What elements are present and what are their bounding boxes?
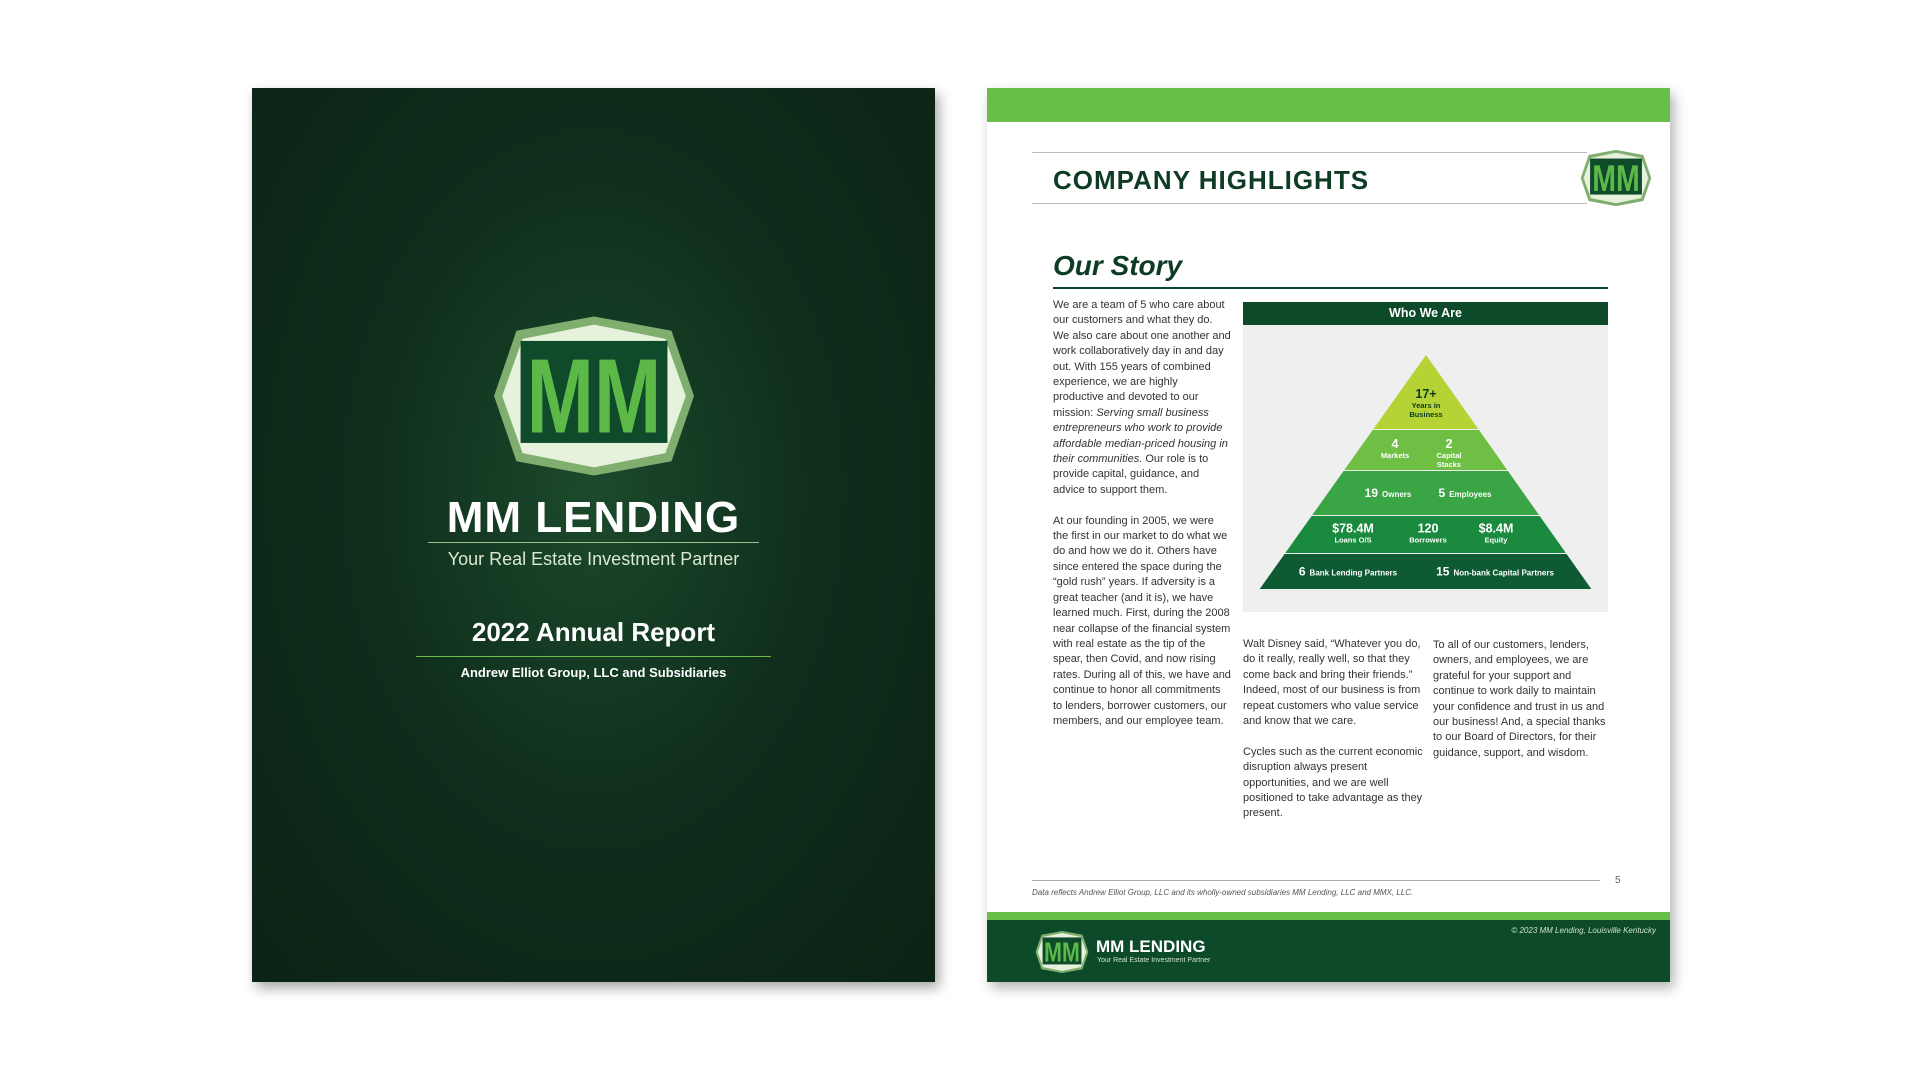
- footer: MM MM LENDING Your Real Estate Investmen…: [987, 920, 1670, 982]
- stat-value: $78.4M: [1332, 522, 1374, 536]
- footer-band: [987, 912, 1670, 920]
- infographic: Who We Are 17+ Years in Business 4 Markets 2 C…: [1243, 302, 1608, 612]
- cover-logo: MM: [494, 316, 694, 476]
- rule: [1032, 203, 1587, 204]
- tagline: Your Real Estate Investment Partner: [447, 549, 740, 569]
- report-title: 2022 Annual Report: [471, 617, 716, 647]
- stat-label-line: Business: [1409, 410, 1442, 419]
- paragraph: At our founding in 2005, we were the fir…: [1053, 514, 1231, 730]
- stat: 15 Non-bank Capital Partners: [1436, 565, 1554, 579]
- column-3: To all of our customers, lenders, owners…: [1433, 638, 1613, 777]
- text-run: Serving small business entrepreneurs who…: [1053, 406, 1228, 466]
- stat: 19 Owners: [1365, 486, 1412, 500]
- stat-label: Markets: [1381, 451, 1409, 460]
- footer-brand: MM LENDING: [1096, 937, 1206, 956]
- header-logo: MM: [1580, 149, 1652, 207]
- divider: [416, 656, 771, 657]
- rule: [1053, 287, 1608, 289]
- top-band: [987, 88, 1670, 122]
- stat-value: 5: [1439, 486, 1446, 500]
- section-title: Our Story: [1053, 250, 1183, 281]
- pyramid-tier: [1373, 355, 1479, 429]
- stat-value: 2: [1446, 437, 1453, 451]
- paragraph: To all of our customers, lenders, owners…: [1433, 639, 1606, 759]
- column-1: We are a team of 5 who care about our cu…: [1053, 298, 1231, 745]
- stat-label-line: Capital: [1436, 451, 1461, 460]
- highlights-page: COMPANY HIGHLIGHTS MM Our Story We are a…: [987, 88, 1670, 982]
- paragraph: Cycles such as the current economic disr…: [1243, 745, 1423, 820]
- stat-value: 17+: [1415, 387, 1436, 401]
- rule: [1032, 152, 1587, 153]
- page-number: 5: [1615, 875, 1621, 886]
- stat-label: Borrowers: [1409, 536, 1447, 545]
- text-run: At our founding in 2005, we were the fir…: [1053, 514, 1231, 727]
- stat-value: 4: [1392, 437, 1399, 451]
- stat-label: Owners: [1382, 490, 1412, 499]
- stat-label: Bank Lending Partners: [1310, 569, 1398, 578]
- stat-label: Equity: [1485, 536, 1509, 545]
- stat-label: Loans O/S: [1334, 536, 1371, 545]
- stat-value: 15: [1436, 565, 1450, 579]
- footer-logo: MM: [1035, 930, 1089, 974]
- stat-label: Employees: [1449, 490, 1492, 499]
- paragraph: Walt Disney said, “Whatever you do, do i…: [1243, 638, 1421, 728]
- brand: MM LENDING: [446, 493, 741, 542]
- stat-label-line: Stacks: [1437, 460, 1461, 469]
- divider: [428, 542, 759, 543]
- copyright: © 2023 MM Lending, Louisville Kentucky: [1511, 926, 1656, 935]
- infographic-title: Who We Are: [1243, 302, 1608, 325]
- text-run: We are a team of 5 who care about our cu…: [1053, 299, 1231, 419]
- heading: COMPANY HIGHLIGHTS: [1053, 165, 1370, 195]
- logo-text: MM: [1044, 937, 1080, 968]
- logo-text: MM: [1592, 157, 1640, 199]
- cover-page: MM MM LENDING Your Real Estate Investmen…: [252, 88, 935, 982]
- subtitle: Andrew Elliot Group, LLC and Subsidiarie…: [460, 665, 727, 680]
- column-2: Walt Disney said, “Whatever you do, do i…: [1243, 637, 1423, 837]
- stat-value: 120: [1418, 522, 1439, 536]
- footnote: Data reflects Andrew Elliot Group, LLC a…: [1032, 888, 1414, 897]
- stat-label: Non-bank Capital Partners: [1453, 569, 1554, 578]
- text-run: Our role is to provide capital, guidance…: [1053, 453, 1209, 496]
- pyramid-tier: [1285, 516, 1566, 553]
- pyramid-tier: [1312, 471, 1540, 515]
- stat: 5 Employees: [1439, 486, 1492, 500]
- footer-tagline: Your Real Estate Investment Partner: [1097, 957, 1211, 964]
- logo-text: MM: [527, 338, 662, 456]
- rule: [1032, 880, 1600, 881]
- stat-label-line: Years in: [1412, 401, 1441, 410]
- stat-value: $8.4M: [1479, 522, 1514, 536]
- stat-value: 19: [1365, 486, 1379, 500]
- stat-value: 6: [1299, 565, 1306, 579]
- pyramid-tier: [1344, 430, 1508, 470]
- pyramid-tier: [1259, 554, 1592, 589]
- paragraph: We are a team of 5 who care about our cu…: [1053, 298, 1231, 498]
- stat: 6 Bank Lending Partners: [1299, 565, 1398, 579]
